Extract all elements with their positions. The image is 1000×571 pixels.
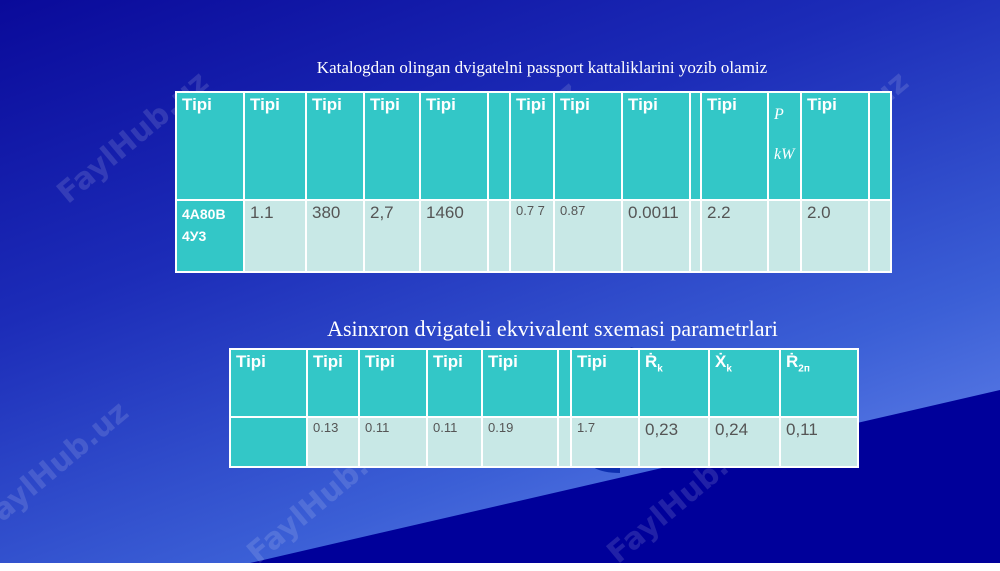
t1-header-cell: Tipi — [243, 91, 307, 201]
t1-header-cell: Tipi — [305, 91, 365, 201]
t2-header-xk: Ẋk — [708, 348, 781, 418]
t2-value-cell — [557, 416, 572, 468]
t1-header-cell: Tipi — [800, 91, 870, 201]
t1-header-cell: Tipi — [419, 91, 489, 201]
t1-header-cell — [487, 91, 511, 201]
circuit-value-row: 0.13 0.11 0.11 0.19 1.7 0,23 0,24 0,11 — [229, 416, 859, 468]
t1-header-cell — [868, 91, 892, 201]
t2-value-cell: 1.7 — [570, 416, 640, 468]
t2-value-cell: 0.11 — [358, 416, 428, 468]
t1-value-cell: 380 — [305, 199, 365, 273]
t2-value-cell: 0.19 — [481, 416, 559, 468]
t2-header-r2: Ṙ2п — [779, 348, 859, 418]
section-title: Asinxron dvigateli ekvivalent sxemasi pa… — [327, 316, 778, 341]
t1-header-cell: Tipi — [621, 91, 691, 201]
circuit-header-row: Tipi Tipi Tipi Tipi Tipi Tipi Ṙk Ẋk Ṙ2п — [229, 348, 859, 418]
t1-motor-type: 4A80B 4У3 — [175, 199, 245, 273]
passport-header-row: Tipi Tipi Tipi Tipi Tipi Tipi Tipi Tipi … — [175, 91, 892, 201]
t2-header-cell: Tipi — [229, 348, 308, 418]
t1-value-cell — [487, 199, 511, 273]
t2-value-cell: 0,24 — [708, 416, 781, 468]
t2-header-cell: Tipi — [426, 348, 483, 418]
t1-value-cell — [689, 199, 702, 273]
t1-value-cell: 2.0 — [800, 199, 870, 273]
t2-value-cell: 0.11 — [426, 416, 483, 468]
t1-header-cell: Tipi — [363, 91, 421, 201]
t1-value-cell: 0.87 — [553, 199, 623, 273]
t1-header-cell — [689, 91, 702, 201]
passport-table: Tipi Tipi Tipi Tipi Tipi Tipi Tipi Tipi … — [175, 91, 892, 273]
t2-value-cell: 0,23 — [638, 416, 710, 468]
t1-value-cell — [767, 199, 802, 273]
t1-header-cell: Tipi — [700, 91, 769, 201]
t2-header-cell — [557, 348, 572, 418]
slide-title: Katalogdan olingan dvigatelni passport k… — [316, 58, 768, 77]
t1-value-cell: 2.2 — [700, 199, 769, 273]
t1-header-cell-power: P kW — [767, 91, 802, 201]
t1-value-cell: 0.7 7 — [509, 199, 555, 273]
passport-value-row: 4A80B 4У3 1.1 380 2,7 1460 0.7 7 0.87 0.… — [175, 199, 892, 273]
t1-header-cell: Tipi — [553, 91, 623, 201]
t2-value-cell: 0,11 — [779, 416, 859, 468]
t2-header-cell: Tipi — [358, 348, 428, 418]
t1-value-cell: 1.1 — [243, 199, 307, 273]
t1-header-cell: Tipi — [175, 91, 245, 201]
t2-header-cell: Tipi — [481, 348, 559, 418]
t2-value-cell: 0.13 — [306, 416, 360, 468]
t1-value-cell — [868, 199, 892, 273]
equivalent-circuit-table: Tipi Tipi Tipi Tipi Tipi Tipi Ṙk Ẋk Ṙ2п … — [229, 348, 859, 468]
t1-header-cell: Tipi — [509, 91, 555, 201]
t1-value-cell: 2,7 — [363, 199, 421, 273]
t2-value-cell — [229, 416, 308, 468]
t1-value-cell: 1460 — [419, 199, 489, 273]
t2-header-rk: Ṙk — [638, 348, 710, 418]
t2-header-cell: Tipi — [570, 348, 640, 418]
t1-value-cell: 0.0011 — [621, 199, 691, 273]
t2-header-cell: Tipi — [306, 348, 360, 418]
